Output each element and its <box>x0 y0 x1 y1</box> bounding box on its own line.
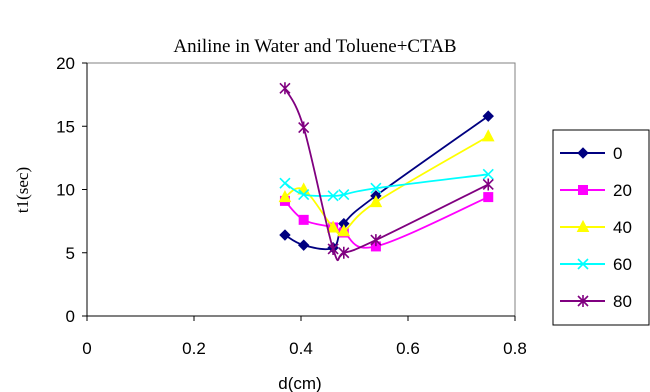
x-tick-label: 0.8 <box>503 339 527 358</box>
data-point-40 <box>337 224 351 237</box>
data-point-80 <box>279 82 291 95</box>
data-point-0 <box>482 110 494 122</box>
legend-label: 40 <box>613 218 632 237</box>
y-axis-label: t1(sec) <box>13 167 32 213</box>
plot-area: 0 5 10 15 20 0 0.2 0.4 0.6 0.8 <box>56 54 527 358</box>
x-axis-label: d(cm) <box>278 374 321 392</box>
data-point-40 <box>278 190 292 203</box>
data-point-0 <box>297 239 310 251</box>
legend-marker <box>577 295 589 307</box>
y-tick-label: 20 <box>56 54 75 73</box>
series-line-20 <box>284 196 489 249</box>
data-point-60 <box>370 182 382 194</box>
legend-marker <box>578 185 588 195</box>
legend-entry-60: 60 <box>560 255 632 274</box>
series-line-0 <box>284 115 489 251</box>
legend-marker <box>576 219 590 232</box>
x-tick-label: 0.6 <box>396 339 420 358</box>
legend-label: 60 <box>613 255 632 274</box>
legend-entry-20: 20 <box>560 181 632 200</box>
data-point-60 <box>482 168 494 180</box>
data-point-60 <box>338 188 350 201</box>
legend-entry-40: 40 <box>560 218 632 237</box>
legend-label: 80 <box>613 292 632 311</box>
data-point-20 <box>483 192 494 203</box>
data-point-40 <box>369 195 383 208</box>
data-point-80 <box>338 246 350 259</box>
legend: 0 20 40 60 80 <box>552 129 650 326</box>
y-tick-label: 5 <box>66 244 75 263</box>
series-80 <box>279 82 494 262</box>
data-point-60 <box>298 188 310 201</box>
data-point-40 <box>481 129 495 142</box>
legend-entry-80: 80 <box>560 292 632 311</box>
y-tick-label: 0 <box>66 307 75 326</box>
legend-marker <box>577 258 589 270</box>
legend-entry-0: 0 <box>560 144 622 163</box>
series-line-40 <box>284 135 489 235</box>
y-tick-label: 10 <box>56 181 75 200</box>
y-tick-label: 15 <box>56 117 75 136</box>
data-point-60 <box>327 190 339 202</box>
data-point-80 <box>298 121 310 134</box>
series-40 <box>278 129 495 237</box>
data-point-40 <box>326 220 340 233</box>
x-tick-label: 0.2 <box>182 339 206 358</box>
data-point-20 <box>298 214 309 225</box>
data-point-60 <box>279 177 291 189</box>
data-point-80 <box>370 234 382 247</box>
legend-label: 20 <box>613 181 632 200</box>
series-20 <box>279 192 494 252</box>
series-line-80 <box>284 87 489 262</box>
data-point-0 <box>279 229 291 241</box>
x-tick-label: 0 <box>82 339 91 358</box>
chart-title: Aniline in Water and Toluene+CTAB <box>173 36 456 57</box>
series-60 <box>279 168 494 202</box>
legend-marker <box>577 147 589 159</box>
series-0 <box>279 110 494 254</box>
data-point-80 <box>327 242 339 255</box>
data-point-80 <box>482 178 494 191</box>
legend-label: 0 <box>613 144 622 163</box>
x-tick-label: 0.4 <box>289 339 313 358</box>
